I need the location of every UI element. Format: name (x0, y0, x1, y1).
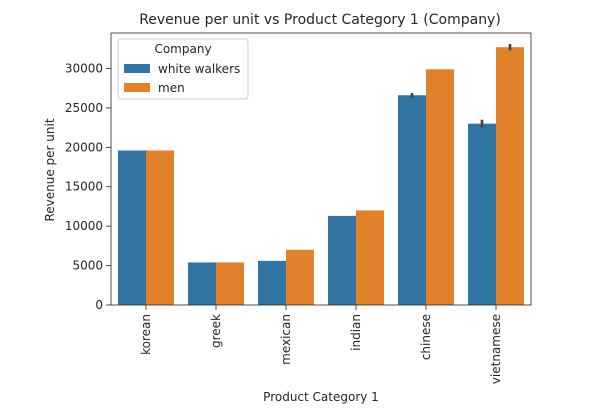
bar-white-walkers-vietnamese (468, 123, 496, 306)
x-tick-label-vietnamese: vietnamese (489, 314, 503, 384)
x-tick-label-indian: indian (349, 314, 363, 351)
bar-men-indian (356, 210, 384, 305)
bar-men-chinese (426, 69, 454, 306)
legend-label-men: men (158, 81, 185, 95)
bar-white-walkers-indian (328, 215, 356, 305)
bar-white-walkers-chinese (398, 95, 426, 305)
chart-title: Revenue per unit vs Product Category 1 (… (139, 12, 501, 28)
x-tick-label-chinese: chinese (419, 314, 433, 360)
plot-area: 0 5000 10000 15000 20000 25000 30000 korean gree… (65, 44, 524, 384)
y-tick-label: 0 (95, 298, 103, 312)
y-tick-label: 20000 (65, 140, 103, 154)
bar-white-walkers-greek (188, 262, 216, 305)
y-tick-label: 30000 (65, 61, 103, 75)
legend-swatch-white-walkers (124, 64, 150, 73)
legend-label-white-walkers: white walkers (158, 62, 240, 76)
y-tick-label: 15000 (65, 180, 103, 194)
y-tick-label: 5000 (72, 259, 103, 273)
bar-men-korean (146, 150, 174, 305)
plot-frame (110, 32, 532, 306)
bar-men-mexican (286, 249, 314, 305)
bar-men-greek (216, 262, 244, 305)
x-axis-label: Product Category 1 (263, 390, 379, 404)
bar-white-walkers-korean (118, 150, 146, 305)
bar-men-vietnamese (496, 47, 524, 305)
bar-white-walkers-mexican (258, 260, 286, 305)
x-tick-label-korean: korean (139, 314, 153, 355)
legend-swatch-men (124, 83, 150, 92)
legend: Company white walkers men (117, 38, 249, 100)
y-tick-label: 25000 (65, 101, 103, 115)
x-tick-label-mexican: mexican (279, 314, 293, 365)
x-tick-label-greek: greek (209, 314, 223, 348)
y-tick-label: 10000 (65, 219, 103, 233)
legend-box (117, 38, 249, 100)
y-axis-label: Revenue per unit (43, 118, 57, 221)
legend-title: Company (154, 42, 211, 56)
